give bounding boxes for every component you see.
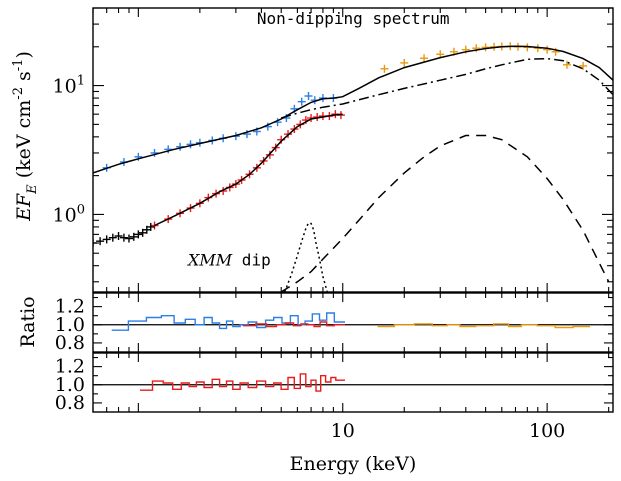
y-axis-label-part: (keV cm	[13, 100, 35, 185]
annotation: Non-dipping spectrum	[257, 9, 450, 28]
model-curve-solid	[93, 45, 613, 174]
data-point	[304, 92, 313, 101]
data-point	[277, 135, 286, 144]
y-axis-label-superscript: -1	[11, 59, 26, 72]
data-point	[164, 145, 173, 154]
data-point	[138, 228, 147, 237]
y-tick-label: 1.2	[55, 296, 85, 318]
y-tick-label: 100	[53, 202, 85, 226]
data-point	[420, 54, 429, 63]
y-axis-label: EFE (keV cm-2 s-1)	[11, 51, 40, 222]
model-curve-dashed	[280, 134, 610, 292]
x-tick-label: 10	[331, 420, 355, 442]
data-point	[472, 44, 481, 53]
ratio-step-line	[377, 323, 590, 329]
y-tick-label: 101	[53, 74, 85, 98]
data-point	[579, 61, 588, 70]
y-tick-label: 0.8	[55, 392, 85, 414]
data-point	[150, 148, 159, 157]
y-tick-label-exponent: 1	[77, 74, 85, 89]
chart-marks	[93, 42, 613, 392]
ratio-axis-label: Ratio	[17, 296, 39, 347]
data-point	[562, 60, 571, 69]
panel-frame-ratio-non-dip	[92, 292, 614, 353]
data-point	[134, 230, 143, 239]
y-tick-label: 1.2	[55, 356, 85, 378]
y-tick-label-base: 10	[53, 204, 77, 226]
data-point	[124, 234, 133, 243]
data-point	[96, 237, 105, 246]
data-point	[102, 235, 111, 244]
annotation-text: dip	[232, 251, 271, 270]
y-tick-label-base: 10	[53, 76, 77, 98]
y-axis-label-subscript: E	[25, 184, 40, 195]
model-curve-dotted	[283, 222, 329, 292]
data-point	[400, 58, 409, 67]
data-point	[543, 45, 552, 54]
y-tick-label-exponent: 0	[77, 202, 85, 217]
ratio-step-line	[242, 321, 345, 328]
data-point	[119, 233, 128, 242]
y-tick-label: 0.8	[55, 332, 85, 354]
ratio-step-line	[140, 373, 345, 392]
y-tick-label: 1.0	[55, 314, 85, 336]
model-curve-dashdot	[280, 57, 613, 119]
annotation-italic: XMM	[186, 251, 233, 270]
data-point	[129, 232, 138, 241]
y-axis-label-superscript: -2	[11, 87, 26, 100]
panel-marks-ratio-dip	[140, 373, 345, 392]
panel-marks-ratio-non-dip	[111, 312, 590, 331]
data-point	[380, 64, 389, 73]
data-point	[297, 97, 306, 106]
data-point	[146, 222, 155, 231]
panel-frames	[92, 7, 614, 413]
y-axis-label-part: )	[13, 51, 35, 58]
model-curve-solid	[154, 113, 343, 227]
data-point	[108, 233, 117, 242]
data-point	[114, 232, 123, 241]
axis-ticks	[92, 7, 613, 412]
ratio-step-line	[111, 312, 345, 331]
x-tick-label: 100	[529, 420, 565, 442]
panel-frame-ratio-dip	[92, 352, 614, 413]
panel-frame-spectrum	[92, 7, 614, 293]
annotation: XMM dip	[186, 251, 271, 270]
y-axis-label-part: EF	[13, 193, 35, 222]
panel-marks-spectrum	[93, 42, 613, 292]
data-point	[481, 43, 490, 52]
annotation-text: Non-dipping spectrum	[257, 9, 450, 28]
x-axis-label: Energy (keV)	[290, 453, 417, 475]
y-tick-label: 1.0	[55, 374, 85, 396]
y-axis-label-part: s	[13, 71, 35, 87]
data-point	[551, 47, 560, 56]
